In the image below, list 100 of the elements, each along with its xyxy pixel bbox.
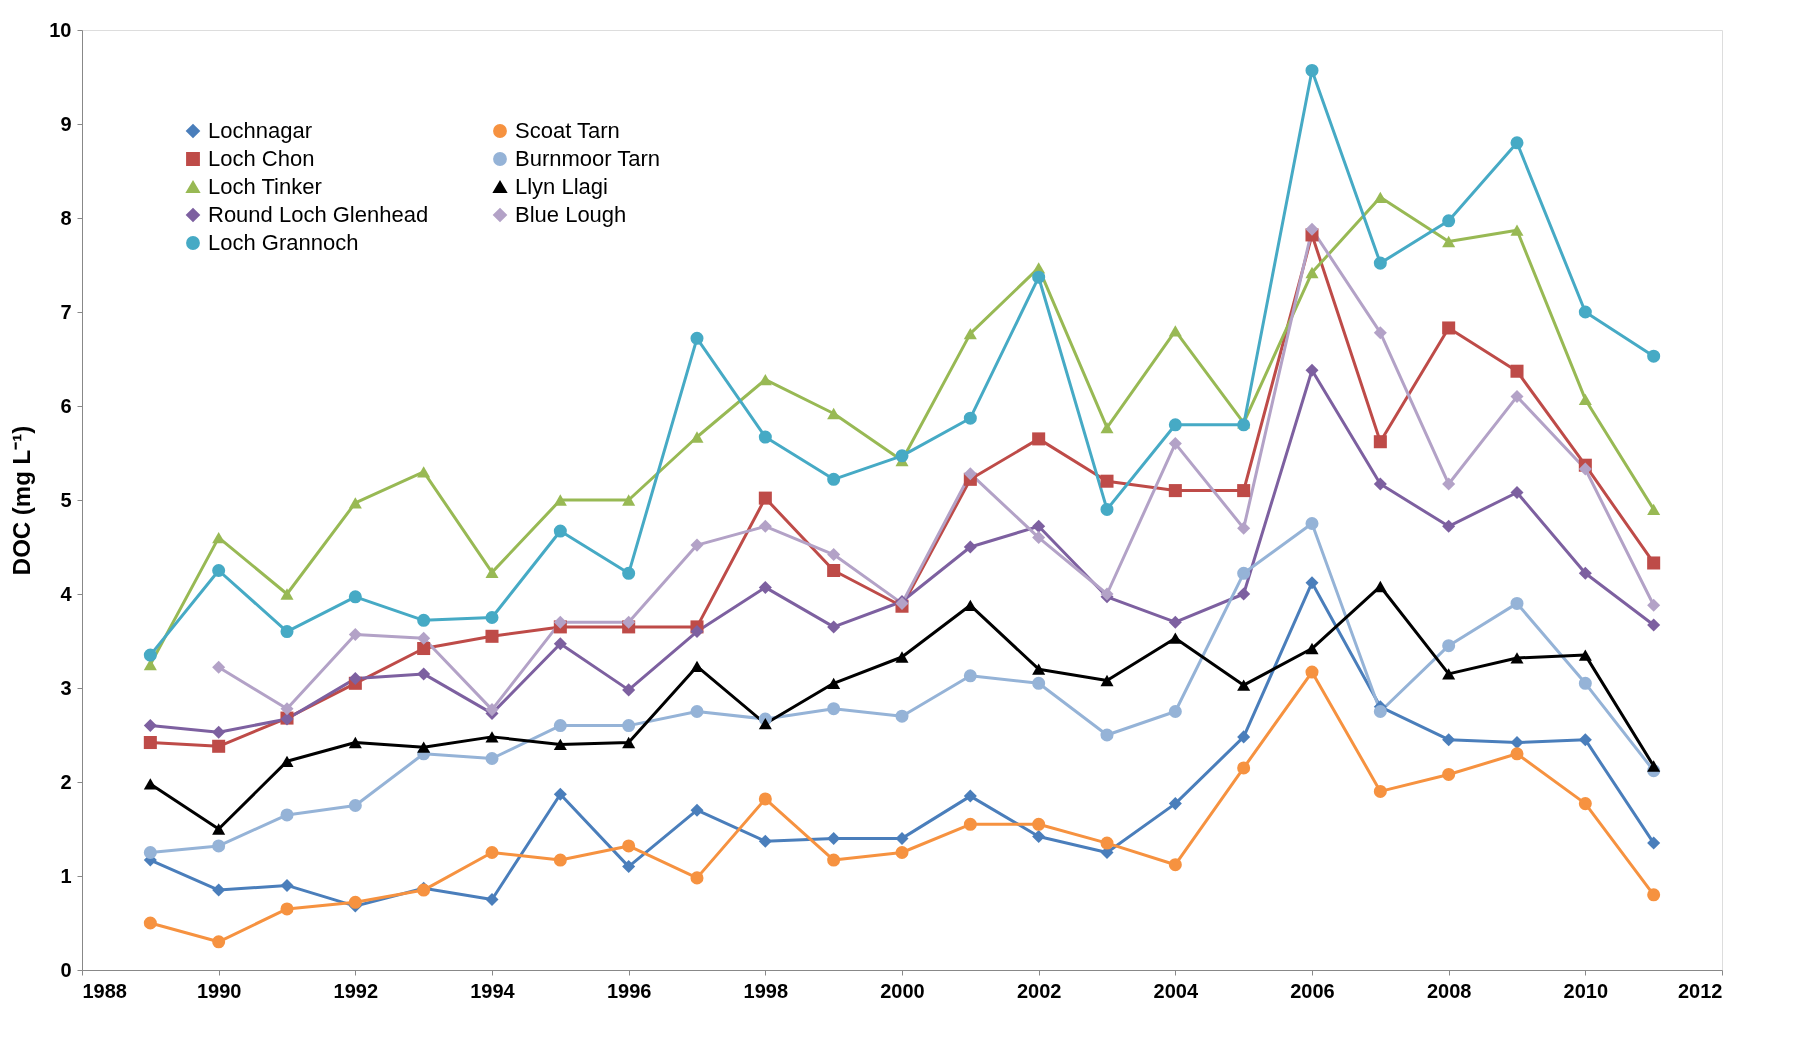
point: [827, 472, 841, 486]
point: [212, 563, 226, 578]
y-tick-label: 4: [60, 582, 73, 605]
point: [280, 808, 294, 822]
point: [1168, 484, 1182, 498]
point: [348, 672, 362, 686]
point: [1168, 632, 1182, 644]
x-tick-label: 1998: [743, 979, 789, 1002]
point: [690, 431, 704, 443]
point: [1100, 502, 1114, 516]
legend-label: Scoat Tarn: [515, 118, 620, 143]
point: [1510, 747, 1524, 761]
legend-label: Round Loch Glenhead: [208, 202, 429, 227]
point: [1442, 477, 1456, 491]
x-tick-label: 1990: [196, 979, 242, 1002]
point: [485, 629, 499, 643]
point: [758, 580, 772, 594]
point: [1305, 266, 1319, 279]
point: [1578, 649, 1592, 661]
point: [622, 839, 636, 853]
point: [1305, 576, 1319, 590]
point: [690, 625, 704, 639]
point: [963, 411, 977, 425]
point: [485, 845, 499, 860]
point: [963, 789, 977, 803]
point: [1100, 421, 1114, 434]
point: [1305, 516, 1319, 531]
point: [690, 538, 704, 552]
point: [1237, 521, 1251, 535]
y-tick-label: 9: [60, 112, 72, 135]
point: [1578, 305, 1592, 319]
point: [280, 878, 294, 892]
point: [963, 327, 977, 340]
point: [1237, 761, 1251, 775]
point: [553, 615, 567, 629]
point: [1305, 63, 1319, 77]
point: [348, 895, 362, 909]
point: [1168, 858, 1182, 872]
point: [1032, 663, 1046, 675]
x-tick-label: 2012: [1678, 979, 1723, 1002]
point: [1168, 437, 1182, 451]
point: [1032, 817, 1046, 831]
point: [895, 845, 909, 860]
point: [212, 531, 226, 544]
point: [622, 719, 636, 733]
point: [622, 860, 636, 874]
point: [963, 817, 977, 831]
point: [1647, 503, 1661, 516]
point: [1032, 519, 1046, 533]
point: [212, 660, 226, 674]
point: [1442, 321, 1456, 335]
point: [1100, 836, 1114, 850]
point: [212, 935, 226, 949]
y-tick-label: 7: [60, 300, 72, 323]
point: [1510, 390, 1524, 404]
point: [1373, 435, 1387, 449]
point: [553, 637, 567, 651]
point: [143, 648, 157, 662]
point: [1510, 136, 1524, 150]
point: [758, 718, 772, 730]
point: [1237, 484, 1251, 498]
x-tick-label: 2000: [880, 979, 925, 1002]
point: [827, 407, 841, 420]
point: [212, 839, 226, 853]
point: [1237, 587, 1251, 601]
point: [553, 719, 567, 733]
point: [143, 719, 157, 733]
point: [348, 497, 362, 509]
point: [1100, 728, 1114, 742]
point: [1237, 566, 1251, 580]
point: [963, 599, 977, 611]
point: [1647, 836, 1661, 850]
point: [1510, 224, 1524, 236]
point: [1510, 364, 1524, 378]
point: [553, 787, 567, 801]
point: [485, 566, 499, 579]
point: [212, 823, 226, 835]
point: [280, 755, 294, 767]
point: [1578, 566, 1592, 580]
point: [1442, 639, 1456, 653]
legend-label: Loch Chon: [208, 146, 315, 171]
point: [485, 610, 499, 625]
point: [1442, 235, 1456, 248]
point: [348, 590, 362, 604]
point: [417, 613, 431, 627]
point: [1168, 325, 1182, 337]
point: [553, 853, 567, 867]
point: [1100, 674, 1114, 687]
point: [485, 731, 499, 743]
point: [622, 615, 636, 629]
point: [485, 751, 499, 766]
point: [758, 834, 772, 848]
point: [1647, 618, 1661, 632]
point: [1442, 733, 1456, 747]
point: [963, 669, 977, 683]
point: [690, 803, 704, 817]
point: [143, 845, 157, 860]
y-axis-title: DOC (mg L⁻¹): [8, 425, 36, 576]
point: [1032, 676, 1046, 690]
point: [895, 709, 909, 723]
